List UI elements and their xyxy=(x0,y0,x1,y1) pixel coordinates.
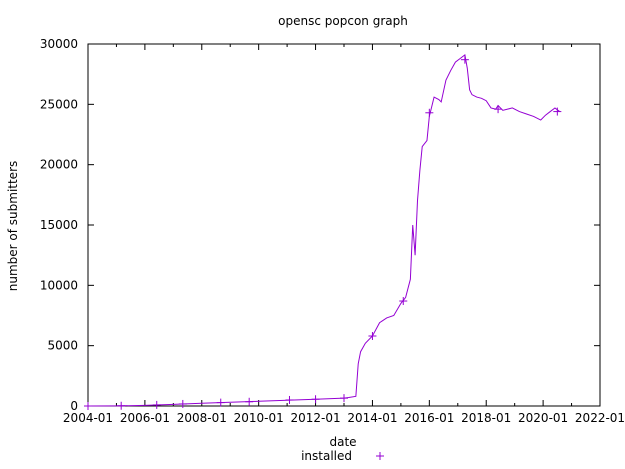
data-point-marker xyxy=(460,55,469,64)
data-point-marker xyxy=(311,395,320,404)
x-tick-label: 2008-01 xyxy=(177,411,227,425)
x-tick-label: 2016-01 xyxy=(404,411,454,425)
y-tick-label: 20000 xyxy=(40,158,78,172)
chart-legend: installed xyxy=(301,449,384,463)
data-point-marker xyxy=(368,332,377,341)
data-point-marker xyxy=(178,399,187,408)
data-point-marker xyxy=(553,107,562,116)
y-tick-label: 15000 xyxy=(40,218,78,232)
data-point-marker xyxy=(285,395,294,404)
data-point-marker xyxy=(216,398,225,407)
legend-marker-installed xyxy=(376,452,384,460)
chart-title: opensc popcon graph xyxy=(278,14,408,28)
x-tick-label: 2020-01 xyxy=(518,411,568,425)
data-point-marker xyxy=(245,397,254,406)
y-tick-label: 30000 xyxy=(40,37,78,51)
legend-label-installed: installed xyxy=(301,449,352,463)
legend-plus-marker xyxy=(376,452,384,460)
plot-frame xyxy=(87,43,601,407)
data-point-marker xyxy=(340,394,348,403)
y-tick-label: 0 xyxy=(70,399,78,413)
data-point-marker xyxy=(84,402,92,410)
plot-axes: 2004-01 2006-01 2008-01 2010-01 2012-01 2014-… xyxy=(40,37,625,425)
x-tick-label: 2022-01 xyxy=(575,411,625,425)
x-tick-label: 2014-01 xyxy=(347,411,397,425)
x-tick-label: 2012-01 xyxy=(290,411,340,425)
data-point-marker xyxy=(152,400,161,409)
x-tick-label: 2004-01 xyxy=(63,411,113,425)
x-tick-label: 2018-01 xyxy=(461,411,511,425)
x-tick-label: 2006-01 xyxy=(120,411,170,425)
data-point-marker xyxy=(117,401,126,410)
data-point-marker xyxy=(399,297,408,306)
series-line-installed xyxy=(87,53,561,407)
x-axis-label: date xyxy=(329,435,356,449)
data-point-marker xyxy=(425,108,434,117)
y-tick-label: 10000 xyxy=(40,278,78,292)
x-tick-label: 2010-01 xyxy=(234,411,284,425)
plot-area xyxy=(84,53,562,410)
y-tick-label: 25000 xyxy=(40,97,78,111)
data-point-marker xyxy=(494,105,503,114)
y-axis-label: number of submitters xyxy=(6,161,20,292)
y-tick-label: 5000 xyxy=(47,339,78,353)
